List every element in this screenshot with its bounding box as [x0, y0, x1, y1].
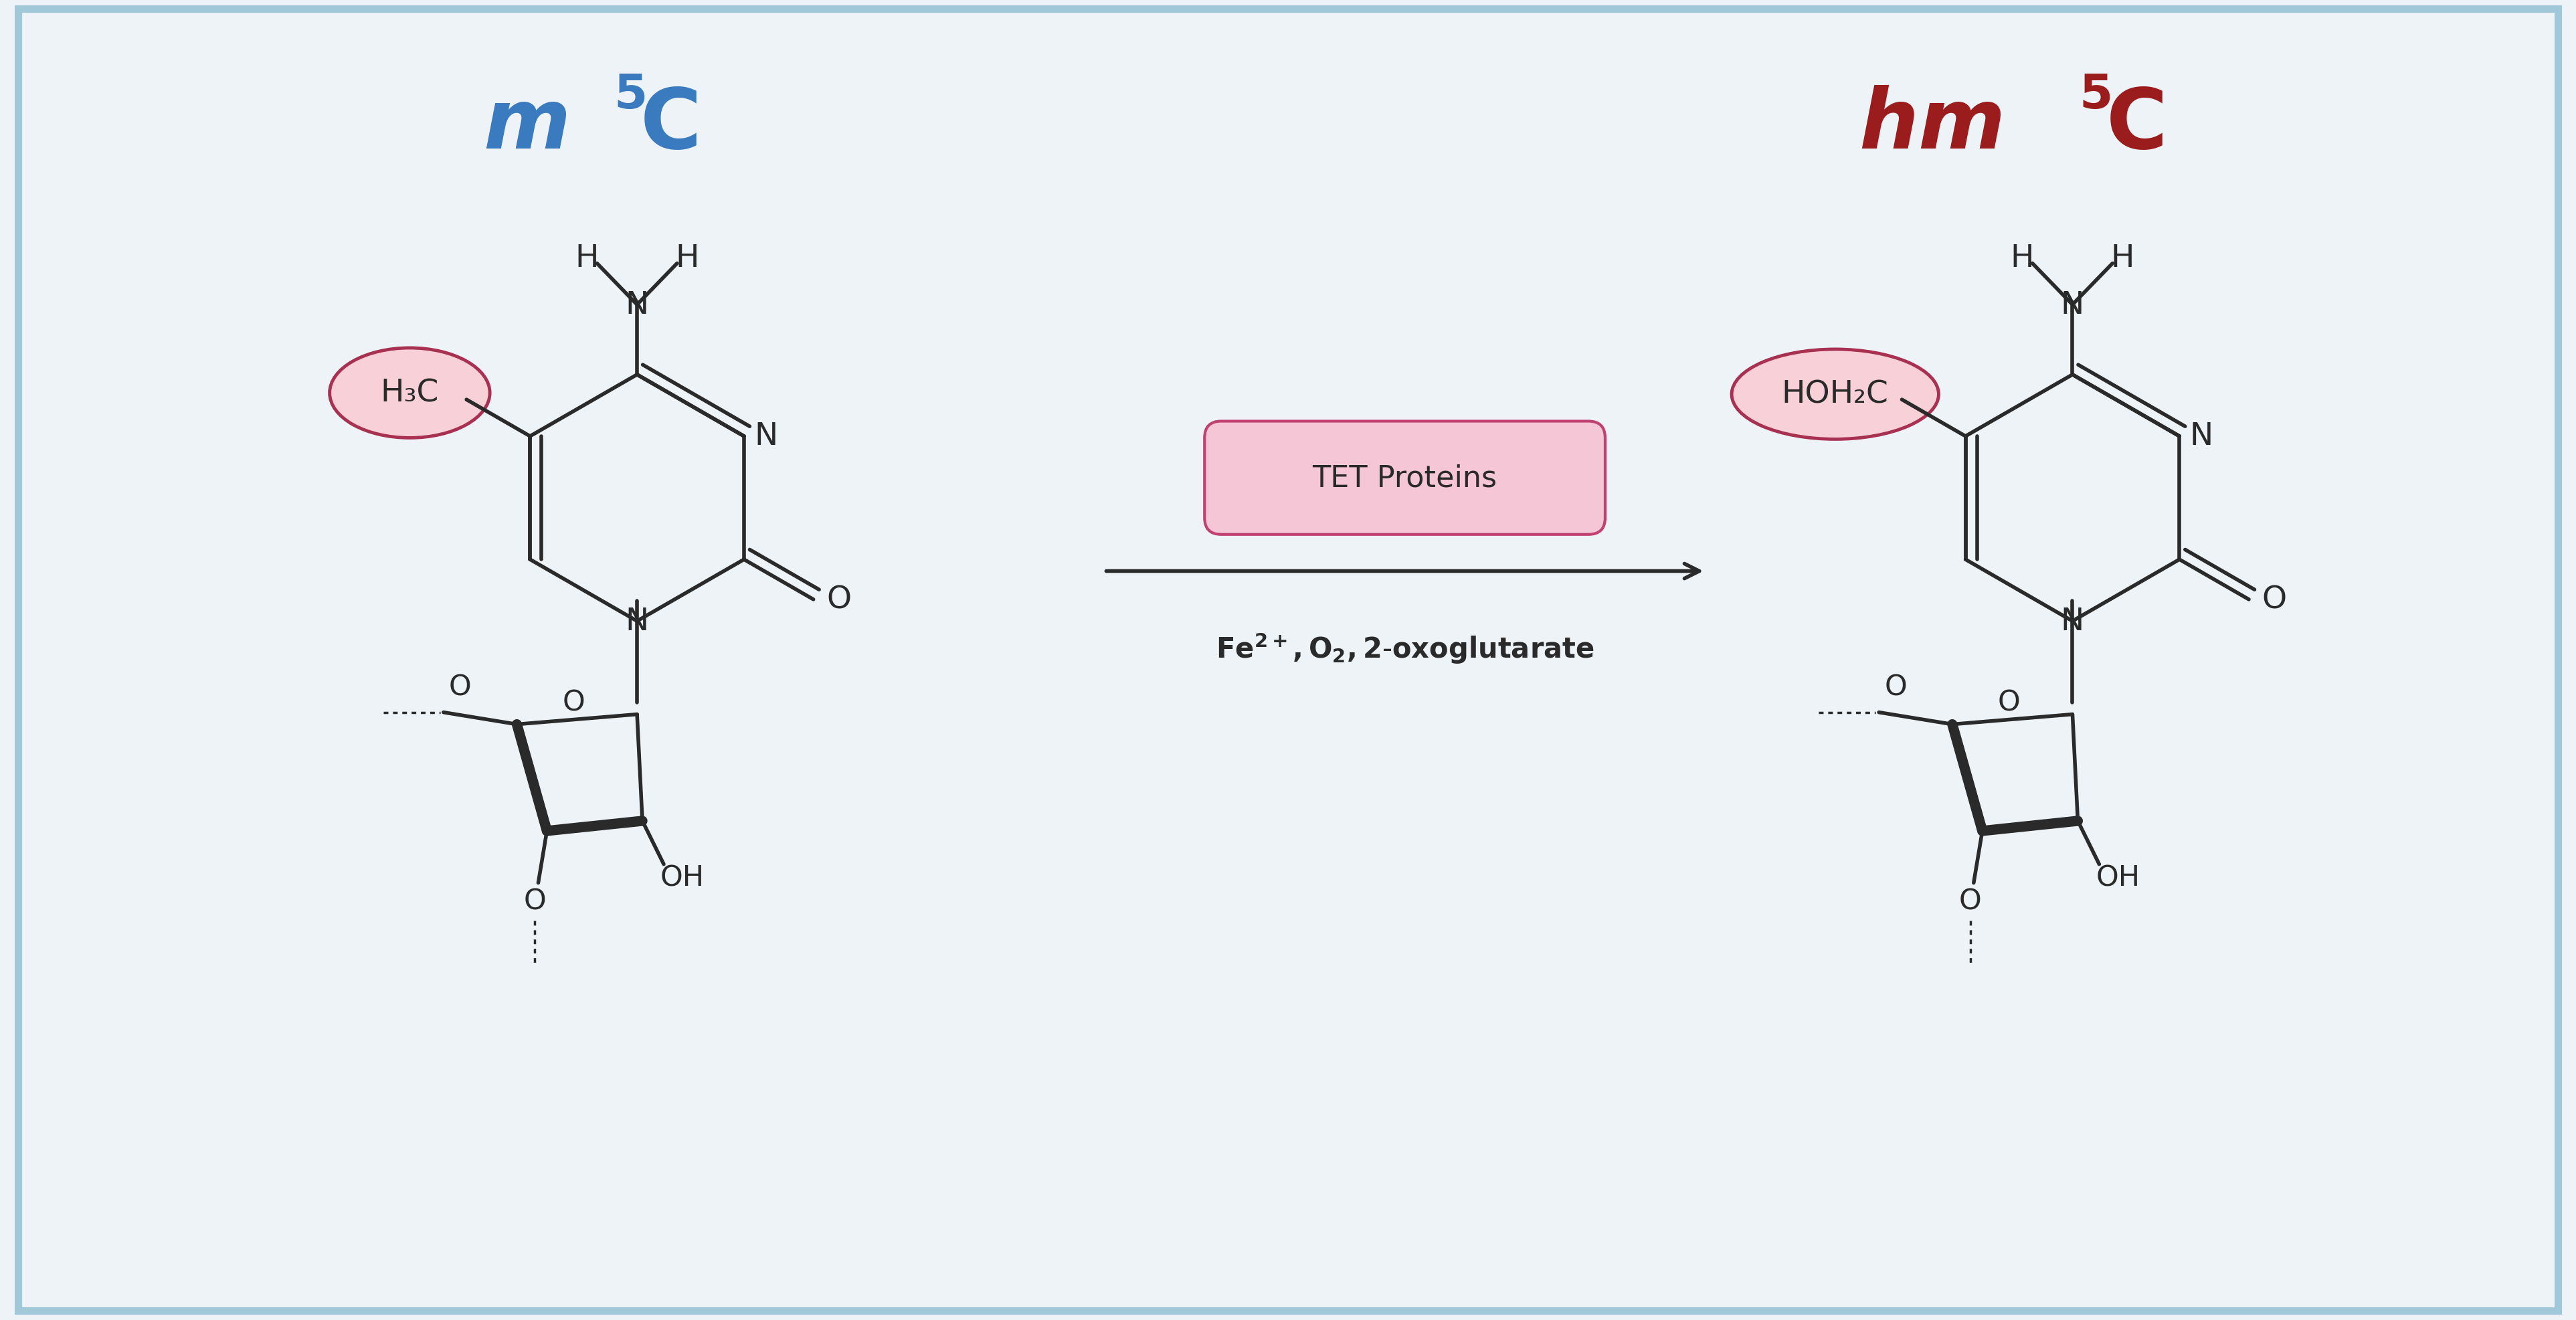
- Text: 5: 5: [2079, 73, 2112, 119]
- Text: O: O: [562, 689, 585, 717]
- Text: O: O: [1958, 887, 1981, 915]
- Text: hm: hm: [1860, 84, 2007, 166]
- Text: H₃C: H₃C: [381, 379, 438, 408]
- Text: N: N: [626, 606, 649, 636]
- Text: H: H: [2110, 243, 2136, 273]
- Text: OH: OH: [659, 863, 706, 892]
- Text: 5: 5: [613, 73, 647, 119]
- Text: C: C: [2105, 84, 2166, 166]
- Ellipse shape: [1731, 350, 1940, 440]
- Text: O: O: [448, 673, 471, 701]
- Ellipse shape: [330, 348, 489, 438]
- Text: TET Proteins: TET Proteins: [1311, 463, 1497, 492]
- Text: $\mathbf{Fe^{2+}, O_2, 2\text{-}oxoglutarate}$: $\mathbf{Fe^{2+}, O_2, 2\text{-}oxogluta…: [1216, 631, 1595, 665]
- Text: N: N: [626, 290, 649, 321]
- Text: N: N: [755, 421, 778, 451]
- Text: O: O: [2262, 585, 2287, 615]
- Text: OH: OH: [2097, 863, 2141, 892]
- FancyBboxPatch shape: [1206, 421, 1605, 535]
- Text: HOH₂C: HOH₂C: [1783, 380, 1888, 409]
- Text: C: C: [641, 84, 701, 166]
- Text: O: O: [1999, 689, 2020, 717]
- Text: H: H: [574, 243, 598, 273]
- Text: H: H: [675, 243, 698, 273]
- Text: N: N: [2190, 421, 2213, 451]
- Text: N: N: [2061, 606, 2084, 636]
- Text: H: H: [2009, 243, 2035, 273]
- Text: m: m: [484, 84, 572, 166]
- Text: O: O: [827, 585, 850, 615]
- Text: O: O: [523, 887, 546, 915]
- Text: O: O: [1883, 673, 1906, 701]
- Text: N: N: [2061, 290, 2084, 321]
